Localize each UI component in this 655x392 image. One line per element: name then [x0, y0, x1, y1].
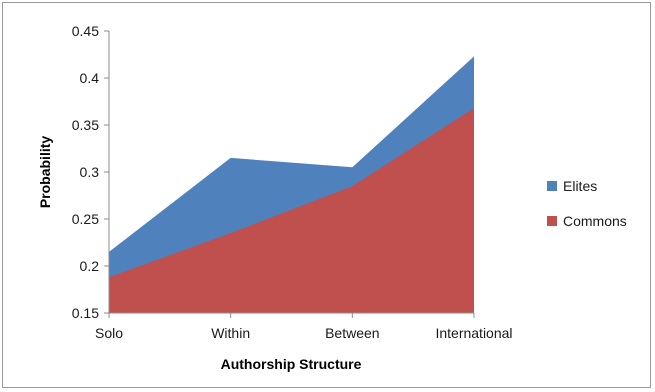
legend-label-elites: Elites: [563, 178, 597, 194]
y-tick-label: 0.15: [72, 305, 99, 321]
plot-areas: [109, 56, 474, 313]
y-tick-label: 0.25: [72, 211, 99, 227]
y-tick-labels: 0.15 0.2 0.25 0.3 0.35 0.4 0.45: [72, 23, 109, 321]
x-tick-label: International: [435, 325, 512, 341]
y-tick-label: 0.2: [80, 258, 100, 274]
legend-label-commons: Commons: [563, 213, 627, 229]
x-tick-label: Solo: [95, 325, 123, 341]
legend: Elites Commons: [547, 178, 627, 229]
area-series-commons: [109, 108, 474, 313]
legend-swatch-commons: [547, 216, 557, 226]
legend-swatch-elites: [547, 181, 557, 191]
y-tick-label: 0.45: [72, 23, 99, 39]
x-tick-label: Between: [325, 325, 379, 341]
y-axis-title: Probability: [37, 136, 53, 209]
x-tick-labels: Solo Within Between International: [95, 313, 513, 341]
x-axis-title: Authorship Structure: [221, 356, 362, 372]
y-tick-label: 0.4: [80, 70, 100, 86]
y-tick-label: 0.35: [72, 117, 99, 133]
y-tick-label: 0.3: [80, 164, 100, 180]
x-tick-label: Within: [211, 325, 250, 341]
